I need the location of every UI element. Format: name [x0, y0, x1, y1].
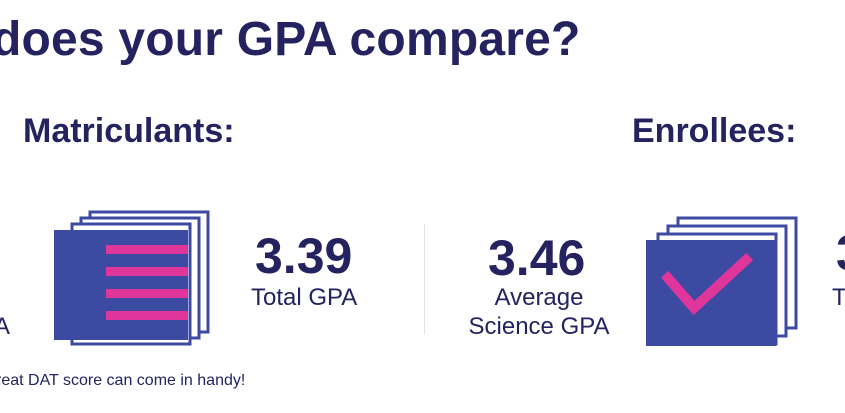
enrollees-title: Enrollees: — [632, 112, 797, 150]
page-headline: does your GPA compare? — [0, 13, 581, 66]
matriculants-clipped-label: A — [0, 313, 11, 340]
section-divider — [424, 224, 425, 334]
footnote-text: reat DAT score can come in handy! — [0, 372, 246, 389]
checkmark-stack-icon — [646, 216, 798, 346]
enrollees-clipped-value: 3 — [836, 228, 845, 278]
matriculants-total-gpa-label: Total GPA — [251, 284, 358, 311]
document-stack-icon — [54, 210, 210, 346]
enrollees-clipped-label: T — [832, 284, 845, 311]
matriculants-title: Matriculants: — [23, 112, 235, 150]
enrollees-science-gpa-label-line2: Science GPA — [468, 312, 610, 340]
matriculants-total-gpa-value: 3.39 — [255, 228, 353, 284]
enrollees-science-gpa-value: 3.46 — [488, 230, 586, 286]
enrollees-science-gpa-label: Average Science GPA — [464, 284, 614, 342]
enrollees-science-gpa-label-line1: Average — [494, 284, 584, 311]
